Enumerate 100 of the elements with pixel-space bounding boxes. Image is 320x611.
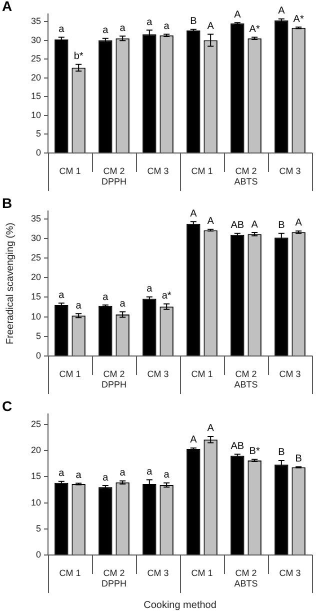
y-tick-label: 25 [30, 418, 41, 429]
data-label: AB [230, 440, 244, 452]
x-tick-label: CM 3 [279, 568, 301, 578]
x-tick-label: CM 2 [103, 568, 125, 578]
chart-title: B [2, 194, 12, 211]
data-label: a [102, 472, 109, 484]
data-label: B [190, 16, 198, 28]
x-tick-label: CM 3 [279, 368, 301, 379]
data-label: a [164, 470, 170, 481]
data-label: B [278, 220, 286, 232]
data-label: A [207, 423, 214, 434]
data-label: A [207, 21, 214, 32]
y-tick-label: 25 [30, 54, 41, 64]
data-label: a [58, 24, 65, 36]
x-tick-label: CM 1 [59, 368, 81, 379]
data-label: a* [162, 290, 172, 302]
x-tick-label: CM 2 [103, 368, 125, 379]
y-tick-label: 15 [30, 471, 41, 482]
bar [230, 234, 244, 356]
y-tick-label: 10 [30, 110, 41, 120]
x-tick-label: CM 1 [59, 166, 81, 176]
data-label: A [207, 216, 214, 228]
y-tick-label: 20 [30, 72, 41, 82]
data-label: A [251, 219, 258, 230]
x-tick-label: CM 3 [279, 166, 301, 176]
x-tick-label: CM 3 [147, 368, 169, 379]
y-tick-label: 30 [30, 34, 41, 45]
bar [230, 23, 244, 152]
bar [98, 40, 112, 152]
data-label: AB [230, 220, 244, 232]
data-label: a [102, 25, 109, 36]
y-tick-label: 25 [30, 252, 41, 263]
text: DPPH [101, 176, 127, 186]
data-label: B [295, 453, 302, 464]
data-label: a [120, 22, 126, 34]
y-tick-label: 20 [30, 272, 41, 282]
data-label: a [146, 16, 153, 28]
data-label: b* [74, 51, 84, 62]
text: ABTS [234, 379, 258, 390]
data-label: a [146, 284, 153, 295]
chart-title: C [2, 398, 12, 414]
bar [54, 40, 68, 152]
y-tick-label: 35 [30, 213, 41, 224]
x-tick-label: CM 3 [147, 568, 169, 578]
data-label: A [234, 9, 242, 20]
bar [142, 484, 156, 554]
y-tick-label: 15 [30, 91, 41, 102]
data-label: a [76, 300, 82, 312]
data-label: a [58, 290, 65, 301]
x-tick-label: CM 2 [235, 166, 257, 176]
y-tick-label: 5 [36, 128, 41, 139]
y-tick-label: 35 [30, 16, 41, 26]
bar [98, 487, 112, 554]
text: DPPH [101, 578, 127, 588]
y-tick-label: 15 [30, 292, 41, 302]
data-label: a [58, 468, 65, 480]
y-tick-label: 5 [36, 330, 41, 341]
data-label: A [190, 208, 198, 220]
y-tick-label: 30 [30, 232, 41, 243]
x-tick-label: CM 1 [191, 368, 213, 379]
data-label: A* [249, 24, 260, 36]
text: ABTS [234, 578, 258, 588]
y-tick-label: 10 [30, 497, 41, 508]
bar [186, 224, 200, 356]
data-label: A [278, 6, 286, 17]
bar [230, 456, 244, 554]
bar [54, 305, 68, 356]
bar [98, 306, 112, 356]
data-label: a [146, 466, 153, 478]
data-label: a [120, 468, 126, 479]
y-tick-label: 5 [36, 523, 41, 534]
x-tick-label: CM 2 [235, 368, 257, 379]
bar [186, 448, 200, 554]
y-tick-label: 0 [36, 549, 41, 560]
bar [186, 30, 200, 152]
data-label: a [76, 470, 82, 481]
data-label: B* [249, 446, 260, 458]
data-label: A [190, 434, 198, 446]
data-label: a [164, 21, 170, 32]
x-axis-title: Cooking method [144, 600, 216, 611]
x-tick-label: CM 1 [191, 166, 213, 176]
bar [274, 20, 288, 152]
y-tick-label: 20 [30, 445, 41, 456]
text: DPPH [101, 379, 127, 390]
chart-title: A [2, 0, 12, 14]
x-tick-label: CM 1 [59, 568, 81, 578]
x-tick-label: CM 1 [191, 568, 213, 578]
text: ABTS [234, 176, 258, 186]
x-tick-label: CM 2 [103, 166, 125, 176]
bar [142, 298, 156, 356]
y-tick-label: 10 [30, 311, 41, 322]
x-tick-label: CM 2 [235, 568, 257, 578]
data-label: a [120, 298, 126, 310]
y-axis-title: Freeradical scavenging (%) [4, 222, 16, 344]
data-label: a [102, 292, 109, 303]
data-label: A [295, 218, 302, 229]
x-tick-label: CM 3 [147, 166, 169, 176]
data-label: A* [293, 14, 304, 25]
y-tick-label: 0 [36, 350, 41, 360]
bar [54, 482, 68, 554]
